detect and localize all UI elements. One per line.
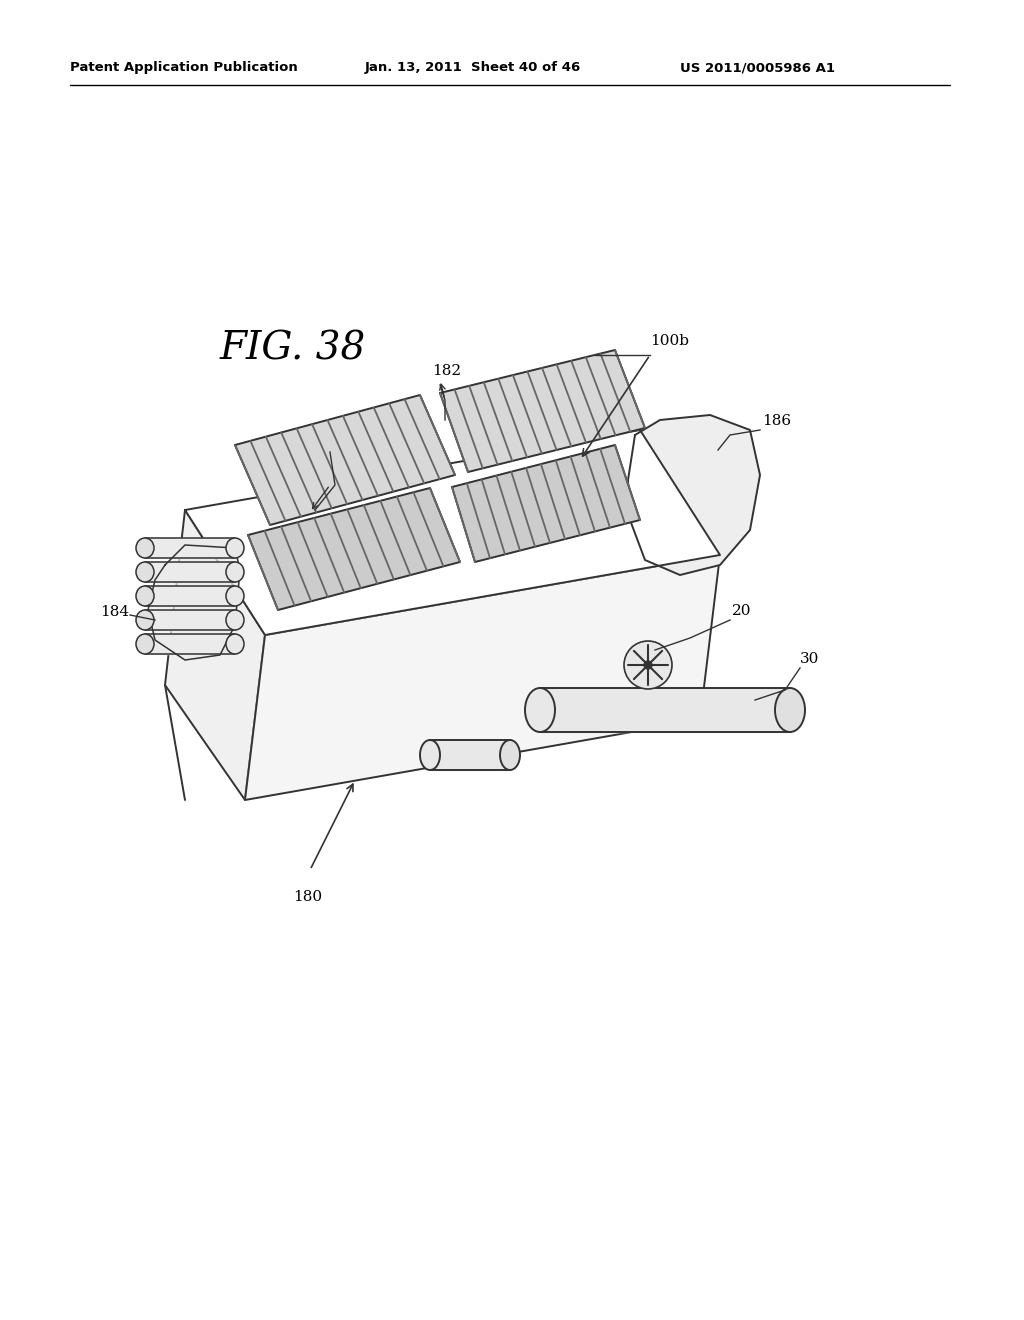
Text: 186: 186 [762, 414, 792, 428]
Ellipse shape [500, 741, 520, 770]
Ellipse shape [644, 661, 652, 669]
Ellipse shape [226, 539, 244, 558]
Text: 100b: 100b [650, 334, 689, 348]
Polygon shape [628, 414, 760, 576]
Text: 182: 182 [298, 434, 327, 447]
Ellipse shape [226, 586, 244, 606]
Polygon shape [145, 586, 234, 606]
Polygon shape [234, 395, 455, 525]
Polygon shape [165, 510, 265, 800]
Text: Patent Application Publication: Patent Application Publication [70, 62, 298, 74]
Ellipse shape [775, 688, 805, 733]
Polygon shape [145, 610, 234, 630]
Text: FIG. 38: FIG. 38 [220, 330, 367, 367]
Ellipse shape [136, 634, 154, 653]
Ellipse shape [226, 610, 244, 630]
Polygon shape [145, 634, 234, 653]
Polygon shape [245, 554, 720, 800]
Ellipse shape [525, 688, 555, 733]
Ellipse shape [226, 562, 244, 582]
Ellipse shape [136, 562, 154, 582]
Ellipse shape [136, 610, 154, 630]
Polygon shape [440, 350, 645, 473]
Text: 20: 20 [732, 605, 752, 618]
Text: Jan. 13, 2011  Sheet 40 of 46: Jan. 13, 2011 Sheet 40 of 46 [365, 62, 582, 74]
Ellipse shape [624, 642, 672, 689]
Polygon shape [148, 545, 240, 660]
Ellipse shape [420, 741, 440, 770]
Ellipse shape [226, 634, 244, 653]
Polygon shape [248, 488, 460, 610]
Text: 180: 180 [293, 890, 323, 904]
Text: US 2011/0005986 A1: US 2011/0005986 A1 [680, 62, 835, 74]
Ellipse shape [136, 539, 154, 558]
Polygon shape [145, 539, 234, 558]
Polygon shape [185, 430, 720, 635]
Polygon shape [540, 688, 790, 733]
Text: 184: 184 [100, 605, 129, 619]
Text: 182: 182 [432, 364, 461, 378]
Polygon shape [452, 445, 640, 562]
Polygon shape [145, 562, 234, 582]
Text: 30: 30 [800, 652, 819, 667]
Ellipse shape [136, 586, 154, 606]
Polygon shape [430, 741, 510, 770]
